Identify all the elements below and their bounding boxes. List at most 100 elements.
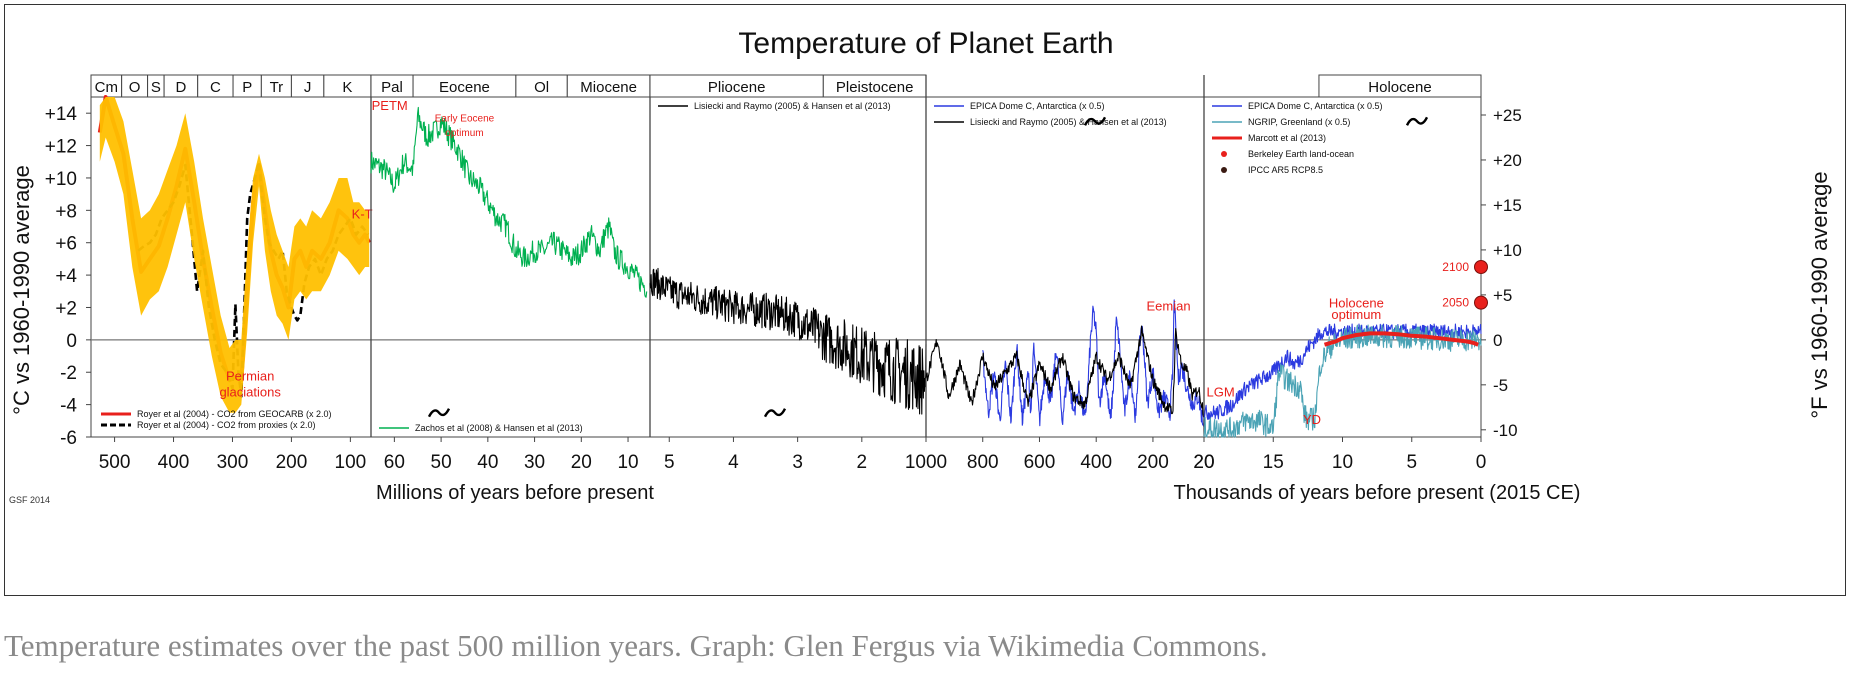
y-tick-label-right: +15 [1493, 196, 1522, 215]
x-tick-label: 10 [1332, 452, 1353, 473]
legend-label: Lisiecki and Raymo (2005) & Hansen et al… [694, 101, 891, 111]
figure-caption: Temperature estimates over the past 500 … [4, 628, 1268, 663]
x-axis-label-millions: Millions of years before present [376, 482, 654, 504]
series-line [982, 299, 1205, 427]
x-tick-label: 5 [1406, 452, 1417, 473]
y-tick-label-left: +4 [55, 266, 77, 287]
y-tick-label-left: -6 [60, 428, 77, 449]
legend-label: EPICA Dome C, Antarctica (x 0.5) [1248, 101, 1383, 111]
panel-ma2: 60 50 40 30 20 10 Pal Eocene Ol Miocene PETM Early … [370, 74, 651, 473]
legend-swatch [1221, 167, 1227, 173]
x-tick-label: 10 [617, 452, 638, 473]
period-label: Pal [381, 79, 403, 96]
legend-label: Royer et al (2004) - CO2 from GEOCARB (x… [137, 409, 332, 419]
annotation-label: Holocene [1329, 295, 1384, 310]
annotation-label: Eemian [1147, 299, 1191, 314]
period-label: Tr [270, 79, 284, 96]
series-epica-dome-c-antarctica-x-0-5 [982, 299, 1205, 427]
legend-label: NGRIP, Greenland (x 0.5) [1248, 117, 1350, 127]
y-tick-label-right: +10 [1493, 241, 1522, 260]
y-tick-label-left: +6 [55, 234, 77, 255]
x-tick-label: 20 [571, 452, 592, 473]
period-label: K [342, 79, 352, 96]
annotation-label: PETM [372, 98, 408, 113]
x-tick-label: 600 [1024, 452, 1056, 473]
y-tick-label-right: +20 [1493, 151, 1522, 170]
x-tick-label: 1000 [905, 452, 947, 473]
series-line [925, 325, 1205, 418]
annotation-label: LGM [1207, 385, 1235, 400]
projection-marker [1474, 295, 1488, 310]
series-line [649, 267, 927, 415]
x-tick-label: 15 [1263, 452, 1284, 473]
x-tick-label: 30 [524, 452, 545, 473]
x-tick-label: 20 [1193, 452, 1214, 473]
x-tick-label: 20 [1193, 452, 1214, 473]
axis-break-icon [1083, 116, 1107, 126]
y-tick-label-left: +14 [45, 104, 78, 125]
y-tick-label-left: 0 [66, 331, 77, 352]
period-label: Miocene [580, 79, 637, 96]
period-box [1318, 74, 1482, 98]
y-tick-label-left: -4 [60, 396, 77, 417]
x-tick-label: 3 [792, 452, 803, 473]
series-ngrip-greenland-x-0-5 [1203, 324, 1482, 438]
y-axis-label-right: °F vs 1960-1990 average [1807, 171, 1832, 418]
x-axis-label-thousands: Thousands of years before present (2015 … [1174, 482, 1581, 504]
x-tick-label: 200 [1137, 452, 1169, 473]
temperature-chart: Temperature of Planet Earth °C vs 1960-1… [9, 27, 1832, 505]
legend-label: Royer et al (2004) - CO2 from proxies (x… [137, 420, 316, 430]
y-tick-label-right: +25 [1493, 106, 1522, 125]
uncertainty-band [99, 97, 370, 413]
credit-label: GSF 2014 [9, 495, 50, 505]
series-lisiecki-and-raymo-2005-hansen-et-al-2013 [925, 325, 1205, 418]
period-label: S [151, 79, 161, 96]
y-axis-label-left: °C vs 1960-1990 average [9, 165, 34, 415]
panel-ma1: 500 400 300 200 100 Cm O S D C P Tr J K Permian glaciat… [90, 74, 373, 473]
y-tick-label-left: +2 [55, 298, 77, 319]
series-marcott-et-al-2013 [1323, 331, 1479, 347]
axis-break-icon [763, 408, 787, 418]
x-tick-label: 4 [728, 452, 739, 473]
series-line [370, 106, 648, 298]
y-tick-label-right: +5 [1493, 286, 1512, 305]
legend-label: Lisiecki and Raymo (2005) & Hansen et al… [970, 117, 1167, 127]
period-label: Eocene [439, 79, 490, 96]
x-tick-label: 40 [477, 452, 498, 473]
annotation-label: optimum [445, 128, 483, 139]
annotation-label: K-T [352, 206, 373, 221]
projection-marker [1474, 260, 1488, 274]
x-tick-label: 400 [158, 452, 190, 473]
x-tick-label: 0 [1476, 452, 1487, 473]
series-line [1203, 324, 1482, 438]
series-lisiecki-and-raymo-2005-hansen-et-al-2013 [649, 267, 927, 415]
y-tick-label-right: -5 [1493, 376, 1508, 395]
y-tick-label-left: +10 [45, 169, 77, 190]
period-label: Ol [534, 79, 549, 96]
x-tick-label: 300 [217, 452, 249, 473]
panel-ka2: 20 15 10 5 0HoloceneLGMYDHoloceneoptimum2100… [1193, 74, 1488, 473]
x-tick-label: 200 [276, 452, 308, 473]
series-uncertainty-band [99, 97, 370, 413]
period-label: Cm [95, 79, 118, 96]
period-label: Pleistocene [836, 79, 914, 96]
axis-break-icon [427, 408, 451, 418]
x-tick-label: 5 [664, 452, 675, 473]
legend-label: Marcott et al (2013) [1248, 133, 1326, 143]
series-zachos-et-al-2008-hansen-et-al-2013 [370, 106, 648, 298]
axis-break-icon [1405, 116, 1429, 126]
annotation-label: YD [1303, 412, 1321, 427]
x-tick-label: 2 [857, 452, 868, 473]
period-label: Pliocene [708, 79, 766, 96]
y-tick-label-right: -10 [1493, 421, 1518, 440]
x-tick-label: 500 [99, 452, 131, 473]
legend-label: Zachos et al (2008) & Hansen et al (2013… [415, 423, 583, 433]
y-tick-label-left: -2 [60, 363, 77, 384]
legend-label: IPCC AR5 RCP8.5 [1248, 165, 1323, 175]
period-label: D [175, 79, 186, 96]
y-tick-label-left: +8 [55, 201, 77, 222]
legend-label: EPICA Dome C, Antarctica (x 0.5) [970, 101, 1105, 111]
y-tick-label-right: 0 [1493, 331, 1502, 350]
annotation-label: Early Eocene [435, 113, 495, 124]
period-label: O [129, 79, 141, 96]
